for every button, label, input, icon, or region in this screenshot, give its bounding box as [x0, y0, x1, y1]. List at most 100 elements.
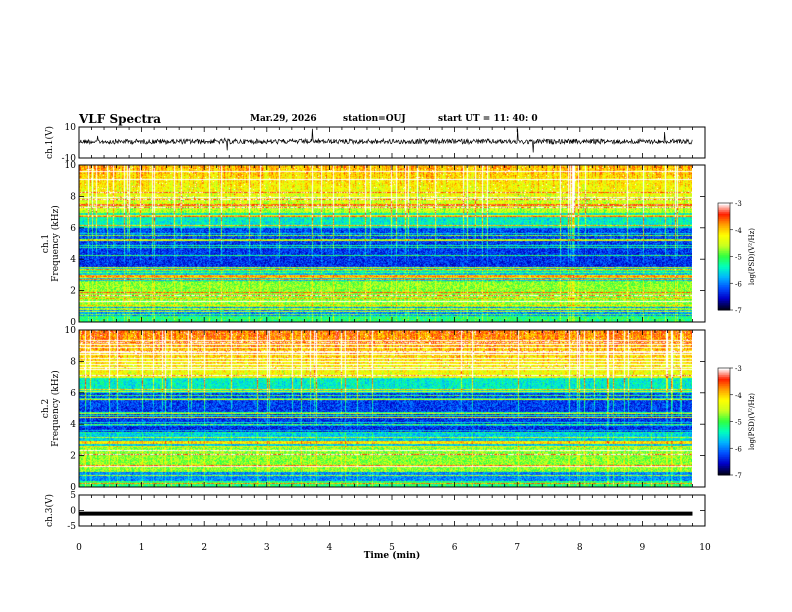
- colorbar-swatch: [718, 231, 730, 234]
- colorbar-swatch: [718, 276, 730, 279]
- colorbar-swatch: [718, 401, 730, 405]
- colorbar-swatch: [718, 256, 730, 259]
- date-label: Mar.29, 2026: [250, 114, 317, 124]
- colorbar-swatch: [718, 240, 730, 243]
- colorbar-swatch: [718, 398, 730, 401]
- colorbar-swatch: [718, 270, 730, 274]
- colorbar-swatch: [718, 210, 730, 213]
- colorbar-swatch: [718, 453, 730, 456]
- colorbar-swatch: [718, 261, 730, 265]
- colorbar-swatch: [718, 292, 730, 295]
- x-tick-label: 9: [640, 543, 646, 553]
- colorbar-swatch: [718, 245, 730, 249]
- colorbar-swatch: [718, 224, 730, 227]
- ch2-spectrogram-y-label: ch.2: [41, 399, 51, 418]
- colorbar-swatch: [718, 304, 730, 307]
- colorbar-tick-label: -5: [735, 419, 742, 427]
- y-tick-label: 2: [70, 287, 76, 297]
- colorbar-swatch: [718, 457, 730, 460]
- colorbar-tick-label: -6: [735, 445, 742, 453]
- colorbar-swatch: [718, 376, 730, 380]
- y-tick-label: -5: [67, 522, 76, 532]
- colorbar-swatch: [718, 426, 730, 430]
- x-axis-label: Time (min): [364, 550, 421, 561]
- x-tick-label: 2: [201, 543, 207, 553]
- colorbar-swatch: [718, 382, 730, 385]
- colorbar-swatch: [718, 206, 730, 209]
- ch1-spectrogram-y-label: Frequency (kHz): [50, 205, 61, 282]
- ch3-y-label: ch.3(V): [44, 494, 55, 527]
- colorbar-swatch: [718, 222, 730, 225]
- colorbar-swatch: [718, 274, 730, 277]
- colorbar-swatch: [718, 299, 730, 302]
- colorbar-ch2: [717, 367, 733, 476]
- colorbar-swatch: [718, 368, 730, 371]
- colorbar-swatch: [718, 467, 730, 471]
- colorbar-tick-label: -4: [735, 227, 742, 235]
- colorbar-swatch: [718, 378, 730, 381]
- colorbar-swatch: [718, 421, 730, 424]
- colorbar-swatch: [718, 442, 730, 446]
- colorbar-swatch: [718, 258, 730, 261]
- colorbar-swatch: [718, 407, 730, 410]
- colorbar-swatch: [718, 371, 730, 374]
- x-tick-label: 6: [452, 543, 458, 553]
- y-tick-label: 10: [65, 326, 77, 336]
- y-tick-label: 0: [70, 483, 76, 493]
- y-tick-label: 0: [70, 318, 76, 328]
- y-tick-label: 4: [70, 255, 76, 265]
- colorbar-swatch: [718, 279, 730, 282]
- colorbar-swatch: [718, 416, 730, 419]
- colorbar-swatch: [718, 211, 730, 215]
- colorbar-swatch: [718, 375, 730, 378]
- colorbar-swatch: [718, 236, 730, 240]
- colorbar-swatch: [718, 471, 730, 474]
- x-tick-label: 4: [327, 543, 333, 553]
- colorbar-swatch: [718, 409, 730, 412]
- colorbar-swatch: [718, 430, 730, 433]
- colorbar-swatch: [718, 444, 730, 447]
- spectrogram-image-ch2: [79, 330, 692, 487]
- y-tick-label: 0: [70, 507, 76, 517]
- colorbar-swatch: [718, 451, 730, 455]
- colorbar-tick-label: -3: [735, 200, 742, 208]
- spectrogram-image-ch1: [79, 165, 692, 322]
- colorbar-swatch: [718, 297, 730, 300]
- colorbar-swatch: [718, 244, 730, 247]
- colorbar-swatch: [718, 410, 730, 414]
- colorbar-swatch: [718, 380, 730, 383]
- colorbar-tick-label: -6: [735, 280, 742, 288]
- colorbar-swatch: [718, 288, 730, 291]
- colorbar-swatch: [718, 437, 730, 440]
- colorbar-swatch: [718, 392, 730, 396]
- colorbar-swatch: [718, 290, 730, 293]
- colorbar-swatch: [718, 369, 730, 373]
- y-tick-label: 6: [70, 389, 76, 399]
- colorbar-swatch: [718, 252, 730, 256]
- colorbar-swatch: [718, 229, 730, 233]
- colorbar-swatch: [718, 286, 730, 290]
- colorbar-swatch: [718, 293, 730, 297]
- colorbar-swatch: [718, 227, 730, 231]
- colorbar-swatch: [718, 412, 730, 415]
- colorbar-swatch: [718, 251, 730, 254]
- colorbar-swatch: [718, 455, 730, 458]
- colorbar-swatch: [718, 432, 730, 435]
- colorbar-swatch: [718, 391, 730, 394]
- colorbar-swatch: [718, 308, 730, 311]
- colorbar-tick-label: -4: [735, 392, 742, 400]
- start-time-label: start UT = 11: 40: 0: [438, 114, 538, 124]
- colorbar-swatch: [718, 464, 730, 467]
- colorbar-swatch: [718, 417, 730, 421]
- y-tick-label: 2: [70, 452, 76, 462]
- colorbar-swatch: [718, 373, 730, 376]
- x-tick-label: 0: [76, 543, 82, 553]
- colorbar-swatch: [718, 268, 730, 272]
- spectrogram-ch2: [79, 330, 692, 487]
- colorbar-swatch: [718, 215, 730, 218]
- colorbar-swatch: [718, 419, 730, 422]
- colorbar-swatch: [718, 235, 730, 238]
- colorbar-swatch: [718, 285, 730, 288]
- y-tick-label: 10: [65, 123, 77, 133]
- colorbar-swatch: [718, 448, 730, 451]
